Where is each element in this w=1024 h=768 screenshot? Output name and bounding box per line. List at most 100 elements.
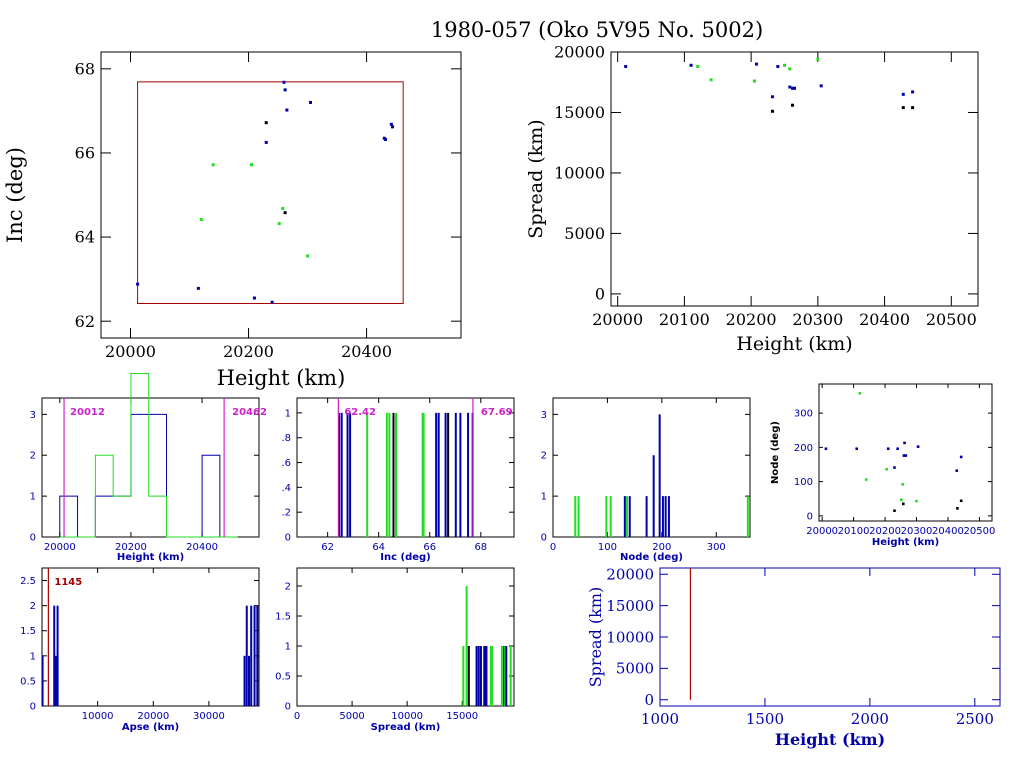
data-point: [855, 447, 859, 451]
data-point: [816, 57, 820, 61]
data-point: [904, 454, 908, 457]
data-point: [793, 86, 796, 90]
chart-height-hist: 20000 20200 20400 0 1 2 3 Height (km) 20012 20462: [30, 372, 267, 563]
x-tick-label: 20000: [44, 542, 76, 553]
y-tick-label: .2: [281, 508, 291, 519]
marker-label: 62.42: [344, 407, 376, 418]
x-tick-label: 20200: [115, 542, 147, 553]
x-tick-label: 64: [372, 542, 385, 553]
y-tick-label: 15000: [554, 103, 605, 122]
x-tick-label: 20400: [859, 310, 910, 329]
data-point: [824, 447, 828, 451]
x-tick-label: 20400: [932, 526, 964, 537]
data-point: [901, 92, 905, 96]
x-axis-label: Spread (km): [371, 722, 441, 733]
data-point: [776, 65, 780, 69]
x-axis-label: Height (km): [117, 552, 184, 563]
x-tick-label: 20400: [341, 342, 392, 361]
x-tick-label: 62: [321, 542, 334, 553]
data-point: [893, 466, 896, 469]
data-point: [916, 445, 920, 448]
chart-spread-height: 20000 20100 20200 20300 20400 20500 0 5000 10000…: [525, 43, 979, 355]
marker-label: 1145: [54, 577, 82, 588]
y-tick-label: 0.5: [275, 672, 291, 683]
marker-label: 20462: [232, 407, 267, 418]
plot-frame: [41, 397, 260, 538]
plot-frame: [100, 51, 462, 339]
data-point: [896, 447, 899, 451]
y-tick-label: 300: [794, 409, 813, 420]
plot-frame: [552, 397, 751, 538]
y-tick-label: 1: [285, 642, 291, 653]
x-axis-label: Height (km): [775, 730, 885, 749]
data-point: [282, 80, 286, 84]
y-tick-label: 62: [75, 312, 95, 331]
y-tick-label: 66: [75, 144, 95, 163]
data-point: [689, 63, 693, 67]
x-tick-label: 2500: [956, 710, 994, 728]
data-point: [285, 108, 289, 112]
data-point: [196, 286, 200, 290]
x-axis-label: Apse (km): [122, 722, 179, 733]
x-tick-label: 30000: [193, 711, 225, 722]
x-tick-label: 200: [652, 542, 671, 553]
data-point: [900, 498, 903, 502]
y-tick-label: 2.5: [20, 576, 36, 587]
hist-series-green: [59, 372, 238, 538]
data-point: [915, 499, 918, 503]
x-tick-label: 2000: [851, 710, 889, 728]
y-axis-label: Inc (deg): [3, 147, 27, 243]
data-point: [277, 222, 281, 226]
data-point: [264, 140, 268, 144]
y-axis-label: Node (deg): [770, 421, 781, 484]
data-point: [752, 79, 756, 83]
chart-spread-height-low: 1000 1500 2000 2500 0 5000 10000 15000 20000 Heig…: [586, 566, 1001, 749]
y-tick-label: 2: [285, 582, 291, 593]
range-box: [137, 81, 404, 305]
x-tick-label: 20300: [792, 310, 843, 329]
x-axis-label: Height (km): [736, 333, 852, 355]
chart-spread-hist: 0 5000 10000 15000 0 0.5 1 1.5 2 Spread (km): [275, 567, 515, 733]
y-tick-label: 0: [30, 533, 36, 544]
y-tick-label: 68: [75, 59, 95, 78]
y-tick-label: 15000: [606, 597, 654, 615]
data-point: [819, 84, 823, 88]
plot-frame: [659, 567, 1001, 707]
plot-frame: [296, 567, 515, 707]
y-tick-label: 2: [541, 451, 547, 462]
x-tick-label: 100: [598, 542, 617, 553]
data-point: [885, 467, 888, 471]
x-tick-label: 20200: [223, 342, 274, 361]
y-tick-label: 0: [807, 511, 813, 522]
data-point: [901, 483, 904, 486]
x-tick-label: 66: [423, 542, 436, 553]
y-tick-label: 0: [30, 702, 36, 713]
y-tick-label: .6: [281, 458, 291, 469]
y-tick-label: 1: [30, 492, 36, 503]
x-tick-label: 15000: [446, 711, 478, 722]
x-axis-label: Height (km): [872, 537, 939, 548]
x-tick-label: 20100: [659, 310, 710, 329]
chart-inc-hist: 62 64 66 68 0 .2 .4 .6 .8 1 Inc (deg) 62.42 67.69: [281, 397, 515, 563]
data-point: [199, 217, 203, 221]
x-axis-label: Height (km): [217, 366, 346, 390]
chart-inc-height: 20000 20200 20400 62 64 66 68 Height (km) Inc (d…: [3, 51, 462, 390]
data-point: [270, 300, 274, 304]
plot-frame: [41, 567, 260, 707]
x-tick-label: 1000: [641, 710, 679, 728]
y-axis-label: Spread (km): [586, 587, 605, 688]
data-point: [901, 502, 905, 506]
x-tick-label: 20300: [901, 526, 933, 537]
y-tick-label: 0: [285, 533, 291, 544]
x-tick-label: 20200: [726, 310, 777, 329]
y-tick-label: 0: [285, 702, 291, 713]
data-point: [788, 67, 792, 71]
data-point: [770, 109, 774, 113]
data-point: [893, 509, 896, 513]
x-tick-label: 20000: [137, 711, 169, 722]
x-tick-label: 20100: [838, 526, 870, 537]
x-tick-label: 68: [474, 542, 487, 553]
data-point: [136, 282, 140, 286]
